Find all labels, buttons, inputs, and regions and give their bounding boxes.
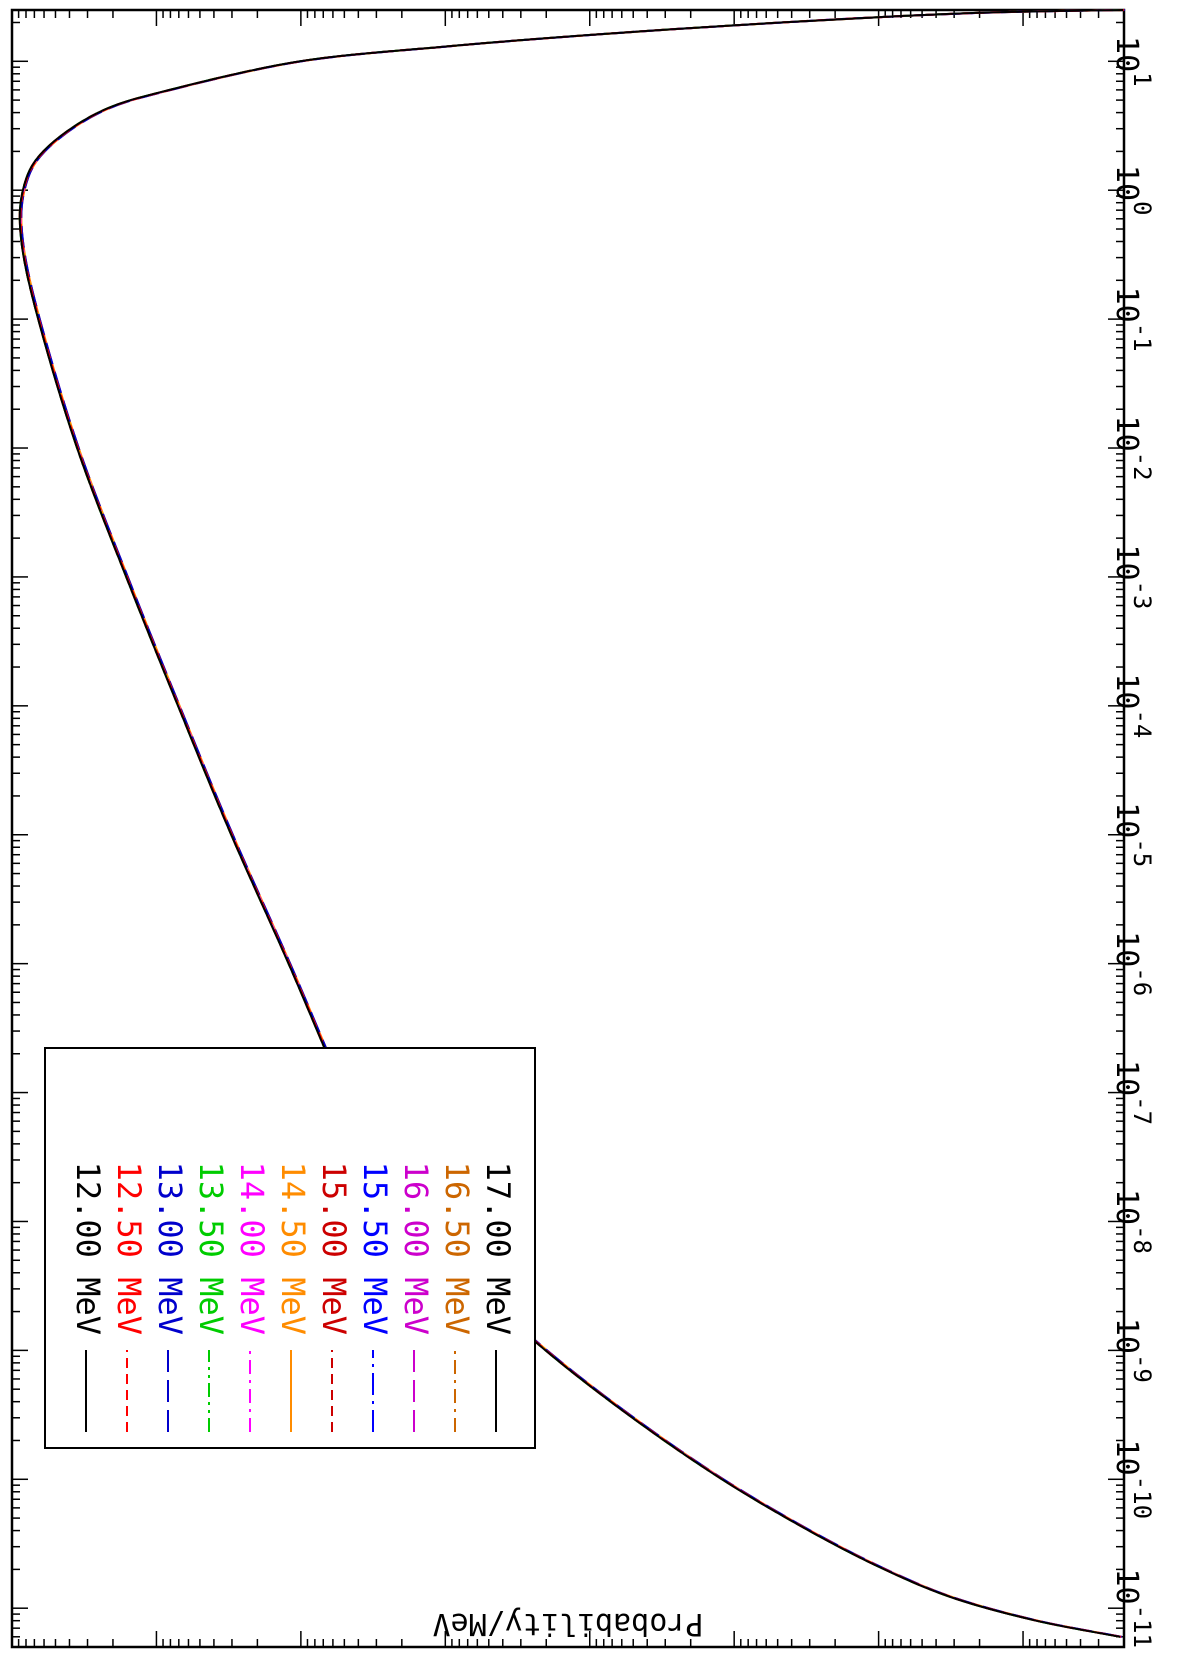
x-tick-label: 101 — [1109, 36, 1156, 87]
legend-label: 14.50 MeV — [274, 1162, 312, 1335]
legend-label: 13.00 MeV — [151, 1162, 189, 1335]
x-tick-base: 10 — [1109, 802, 1144, 838]
x-tick-base: 10 — [1109, 544, 1144, 580]
x-tick-base: 10 — [1109, 673, 1144, 709]
x-tick-base: 10 — [1109, 1568, 1144, 1604]
x-tick-exponent: 1 — [1128, 72, 1156, 86]
x-tick-exponent: 0 — [1128, 201, 1156, 215]
x-tick-base: 10 — [1109, 1318, 1144, 1354]
x-tick-exponent: -11 — [1128, 1605, 1156, 1648]
x-tick-label: 10-6 — [1109, 931, 1156, 996]
x-tick-label: 10-2 — [1109, 416, 1156, 481]
x-tick-base: 10 — [1109, 1060, 1144, 1096]
svg-text:10-11: 10-11 — [1109, 1568, 1156, 1647]
x-tick-exponent: -2 — [1128, 452, 1156, 481]
svg-text:101: 101 — [1109, 36, 1156, 87]
x-tick-exponent: -8 — [1128, 1225, 1156, 1254]
x-tick-exponent: -6 — [1128, 967, 1156, 996]
legend-label: 16.00 MeV — [397, 1162, 435, 1335]
svg-text:10-3: 10-3 — [1109, 544, 1156, 609]
x-tick-label: 10-9 — [1109, 1318, 1156, 1383]
series-line — [18, 9, 1124, 1638]
x-tick-base: 10 — [1109, 1440, 1144, 1476]
x-tick-base: 10 — [1109, 165, 1144, 201]
legend-label: 17.00 MeV — [479, 1162, 517, 1335]
x-tick-exponent: -3 — [1128, 581, 1156, 610]
svg-text:100: 100 — [1109, 165, 1156, 216]
legend-label: 12.00 MeV — [69, 1162, 107, 1335]
svg-text:10-2: 10-2 — [1109, 416, 1156, 481]
x-tick-label: 10-4 — [1109, 673, 1156, 738]
x-tick-base: 10 — [1109, 931, 1144, 967]
x-tick-label: 100 — [1109, 165, 1156, 216]
x-tick-base: 10 — [1109, 287, 1144, 323]
x-tick-exponent: -4 — [1128, 709, 1156, 738]
x-tick-base: 10 — [1109, 416, 1144, 452]
svg-text:10-1: 10-1 — [1109, 287, 1156, 352]
svg-text:10-10: 10-10 — [1109, 1440, 1156, 1519]
svg-text:10-9: 10-9 — [1109, 1318, 1156, 1383]
x-tick-exponent: -9 — [1128, 1354, 1156, 1383]
svg-text:10-8: 10-8 — [1109, 1189, 1156, 1254]
svg-text:10-5: 10-5 — [1109, 802, 1156, 867]
svg-text:10-4: 10-4 — [1109, 673, 1156, 738]
x-tick-exponent: -5 — [1128, 838, 1156, 867]
x-tick-exponent: -10 — [1128, 1476, 1156, 1519]
legend-label: 16.50 MeV — [438, 1162, 476, 1335]
x-tick-label: 10-10 — [1109, 1440, 1156, 1519]
legend-label: 15.50 MeV — [356, 1162, 394, 1335]
plot-frame — [10, 8, 1126, 1649]
x-tick-base: 10 — [1109, 1189, 1144, 1225]
x-tick-exponent: -1 — [1128, 323, 1156, 352]
legend-label: 14.00 MeV — [233, 1162, 271, 1335]
x-tick-base: 10 — [1109, 36, 1144, 72]
x-tick-label: 10-1 — [1109, 287, 1156, 352]
legend-label: 15.00 MeV — [315, 1162, 353, 1335]
x-tick-exponent: -7 — [1128, 1096, 1156, 1125]
svg-text:10-7: 10-7 — [1109, 1060, 1156, 1125]
x-tick-label: 10-11 — [1109, 1568, 1156, 1647]
x-tick-label: 10-5 — [1109, 802, 1156, 867]
y-axis-label: Probability/MeV — [433, 1606, 704, 1641]
legend-label: 13.50 MeV — [192, 1162, 230, 1335]
x-tick-label: 10-3 — [1109, 544, 1156, 609]
x-tick-label: 10-8 — [1109, 1189, 1156, 1254]
legend-label: 12.50 MeV — [110, 1162, 148, 1335]
svg-text:10-6: 10-6 — [1109, 931, 1156, 996]
x-tick-label: 10-7 — [1109, 1060, 1156, 1125]
